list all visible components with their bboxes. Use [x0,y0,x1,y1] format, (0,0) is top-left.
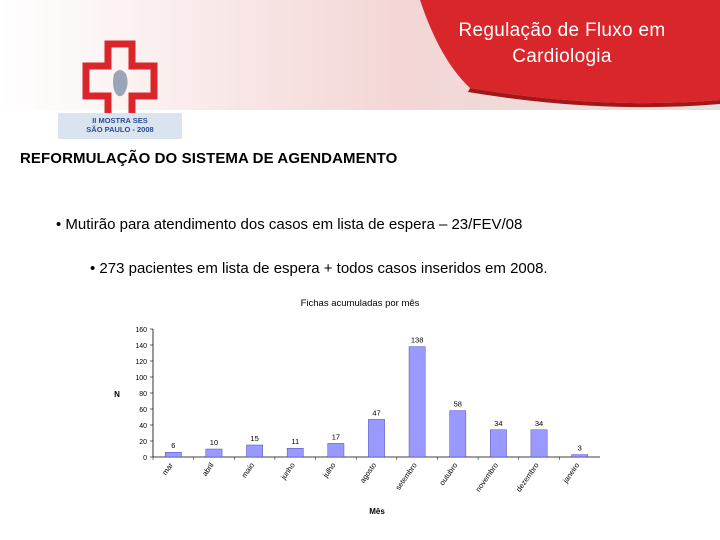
x-tick-label-outubro: outubro [437,461,459,487]
x-tick-label-mar: mar [160,461,175,477]
chart-y-label: N [114,390,120,399]
title-line-1: Regulação de Fluxo em [458,20,666,41]
data-label-maio: 15 [250,434,258,443]
x-tick-label-julho: julho [320,461,337,480]
data-label-setembro: 138 [411,336,424,345]
y-tick-label: 60 [139,407,147,414]
data-label-julho: 17 [332,432,340,441]
x-tick-label-novembro: novembro [474,461,501,493]
logo-caption-line-2: SÃO PAULO - 2008 [86,125,154,134]
x-tick-label-janeiro: janeiro [560,461,581,485]
chart-x-label: Mês [369,507,385,516]
bar-junho [286,447,304,458]
data-label-outubro: 58 [454,400,462,409]
y-tick-label: 140 [135,343,147,350]
bar-mar [164,451,182,458]
y-tick-label: 120 [135,359,147,366]
y-tick-label: 160 [135,327,147,334]
data-label-janeiro: 3 [578,444,582,453]
x-tick-label-agosto: agosto [358,461,378,485]
data-label-junho: 11 [291,437,299,446]
bar-outubro [449,410,467,458]
y-tick-label: 100 [135,375,147,382]
bar-dezembro [530,429,548,458]
bar-agosto [368,419,385,458]
bar-janeiro [571,454,589,458]
chart-title: Fichas acumuladas por mês [301,298,420,309]
bar-novembro [490,429,507,458]
y-tick-label: 0 [143,455,147,462]
section-heading: REFORMULAÇÃO DO SISTEMA DE AGENDAMENTO [20,150,398,167]
bar-abril [205,448,223,458]
title-line-2: Cardiologia [512,46,612,67]
x-tick-label-abril: abril [200,461,216,478]
page-title: Regulação de Fluxo em Cardiologia [412,18,712,70]
bullet-mutirao: • Mutirão para atendimento dos casos em … [56,216,523,233]
data-label-mar: 6 [171,441,175,450]
data-label-dezembro: 34 [535,419,543,428]
x-tick-label-setembro: setembro [393,461,418,492]
data-label-agosto: 47 [372,408,380,417]
x-tick-label-dezembro: dezembro [514,461,541,493]
bar-chart: Fichas acumuladas por mês N Mês 0 20 40 60 8… [105,289,610,525]
data-label-novembro: 34 [494,419,502,428]
y-tick-label: 40 [139,423,147,430]
y-tick-label: 80 [139,391,147,398]
bullet-patients: • 273 pacientes em lista de espera + tod… [90,260,548,277]
logo-caption: II MOSTRA SES SÃO PAULO - 2008 [58,113,182,139]
x-tick-label-junho: junho [278,461,296,482]
data-label-abril: 10 [210,438,218,447]
y-tick-label: 20 [139,439,147,446]
bar-maio [246,444,263,458]
bar-setembro [408,346,426,458]
bar-julho [327,443,345,458]
x-tick-label-maio: maio [240,461,257,479]
logo-caption-line-1: II MOSTRA SES [92,116,148,125]
